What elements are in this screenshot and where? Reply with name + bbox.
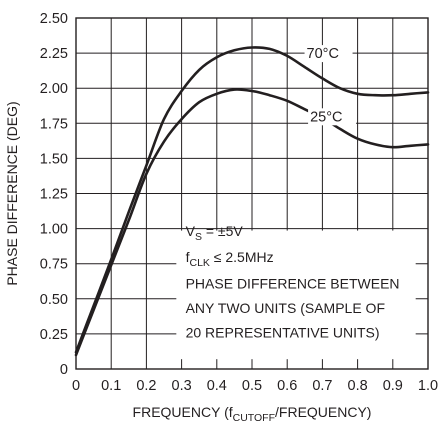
y-tick-label: 1.75 <box>40 116 68 132</box>
x-tick-label: 0.7 <box>312 378 332 394</box>
label-25c-background <box>308 108 357 126</box>
y-tick-label: 2.50 <box>40 11 68 27</box>
x-tick-label: 0.8 <box>348 378 368 394</box>
grid-lines <box>76 18 428 369</box>
annotation-vs-tail: = ±5V <box>202 223 243 239</box>
x-tick-label: 0.9 <box>383 378 403 394</box>
annotation-vs-sub: S <box>195 231 202 243</box>
y-tick-label: 1.25 <box>40 187 68 203</box>
series-line-25c <box>74 88 430 357</box>
y-axis-title: PHASE DIFFERENCE (DEG) <box>4 101 20 285</box>
annotation-vs-main: V <box>186 223 196 239</box>
annotation-fclk-main: f <box>186 249 190 265</box>
y-tick-label: 2.25 <box>40 46 68 62</box>
x-tick-label: 0.4 <box>207 378 227 394</box>
x-axis-title: FREQUENCY (fCUTOFF/FREQUENCY) <box>133 404 372 424</box>
x-tick-label: 0.2 <box>136 378 156 394</box>
x-axis-title-sub: CUTOFF <box>233 412 275 424</box>
y-tick-labels: 0 0.25 0.50 0.75 1.00 1.25 1.50 1.75 2.00 2.25 2.5… <box>40 11 68 378</box>
y-tick-label: 0.50 <box>40 292 68 308</box>
plot-frame <box>75 17 429 370</box>
x-axis-title-main: FREQUENCY (f <box>133 404 233 420</box>
x-axis-title-tail: /FREQUENCY) <box>275 404 371 420</box>
annotation-fclk-sub: CLK <box>189 257 209 269</box>
annotation-line3: PHASE DIFFERENCE BETWEEN <box>186 275 400 291</box>
x-tick-label: 0.6 <box>277 378 297 394</box>
x-tick-label: 1.0 <box>418 378 438 394</box>
x-tick-label: 0.1 <box>101 378 121 394</box>
y-tick-label: 2.00 <box>40 81 68 97</box>
x-tick-labels: 0 0.1 0.2 0.3 0.4 0.5 0.6 0.7 0.8 0.9 1.0 <box>72 378 438 394</box>
series-line-70c <box>74 46 430 354</box>
annotation-background <box>176 230 416 360</box>
y-tick-label: 0.75 <box>40 257 68 273</box>
y-tick-label: 1.00 <box>40 222 68 238</box>
y-tick-label: 0.25 <box>40 327 68 343</box>
annotation-line5: 20 REPRESENTATIVE UNITS) <box>186 324 380 340</box>
annotation-fclk: fCLK ≤ 2.5MHz <box>186 249 274 269</box>
x-tick-label: 0.5 <box>242 378 262 394</box>
y-tick-label: 0 <box>60 362 68 378</box>
x-tick-label: 0.3 <box>172 378 192 394</box>
x-tick-label: 0 <box>72 378 80 394</box>
y-tick-label: 1.50 <box>40 151 68 167</box>
annotation-fclk-tail: ≤ 2.5MHz <box>210 249 274 265</box>
curve-label-25c: 25°C <box>310 109 342 125</box>
series-group <box>74 46 430 357</box>
label-70c-background <box>304 45 353 63</box>
annotation-vs: VS = ±5V <box>186 223 244 243</box>
annotation-line4: ANY TWO UNITS (SAMPLE OF <box>186 300 385 316</box>
curve-label-70c: 70°C <box>307 46 339 62</box>
